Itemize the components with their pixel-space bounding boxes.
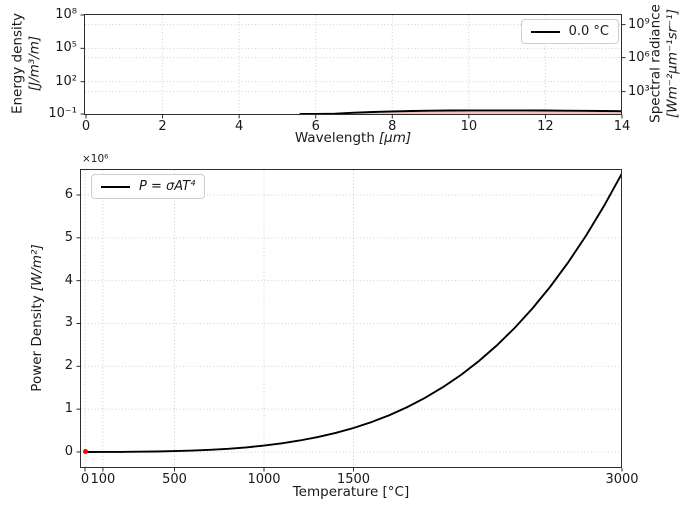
spectrum-plot-area: 0.0 °C — [84, 14, 622, 115]
power-plot-area: P = σAT⁴ — [80, 169, 622, 468]
tick-label: 10⁶ — [628, 49, 650, 65]
spectrum-x-axis-label: Wavelength [μm] — [294, 130, 412, 146]
power-legend: P = σAT⁴ — [91, 174, 206, 199]
power-y-axis-label: Power Density[W/m²] — [29, 244, 45, 392]
legend-line-sample — [530, 30, 560, 33]
legend-line-sample — [101, 185, 130, 188]
spectrum-legend: 0.0 °C — [520, 19, 619, 44]
spectral-radiance-axis-label: Spectral radiance [Wm⁻²μm⁻¹sr⁻¹] — [647, 4, 681, 123]
tick-label: 10⁹ — [628, 16, 650, 32]
spectrum-legend-label: 0.0 °C — [568, 24, 609, 39]
power-x-axis-label: Temperature [°C] — [292, 484, 410, 500]
power-legend-label: P = σAT⁴ — [139, 179, 196, 194]
y-axis-offset-label: ×10⁶ — [82, 153, 109, 165]
tick-label: 10³ — [628, 83, 650, 99]
